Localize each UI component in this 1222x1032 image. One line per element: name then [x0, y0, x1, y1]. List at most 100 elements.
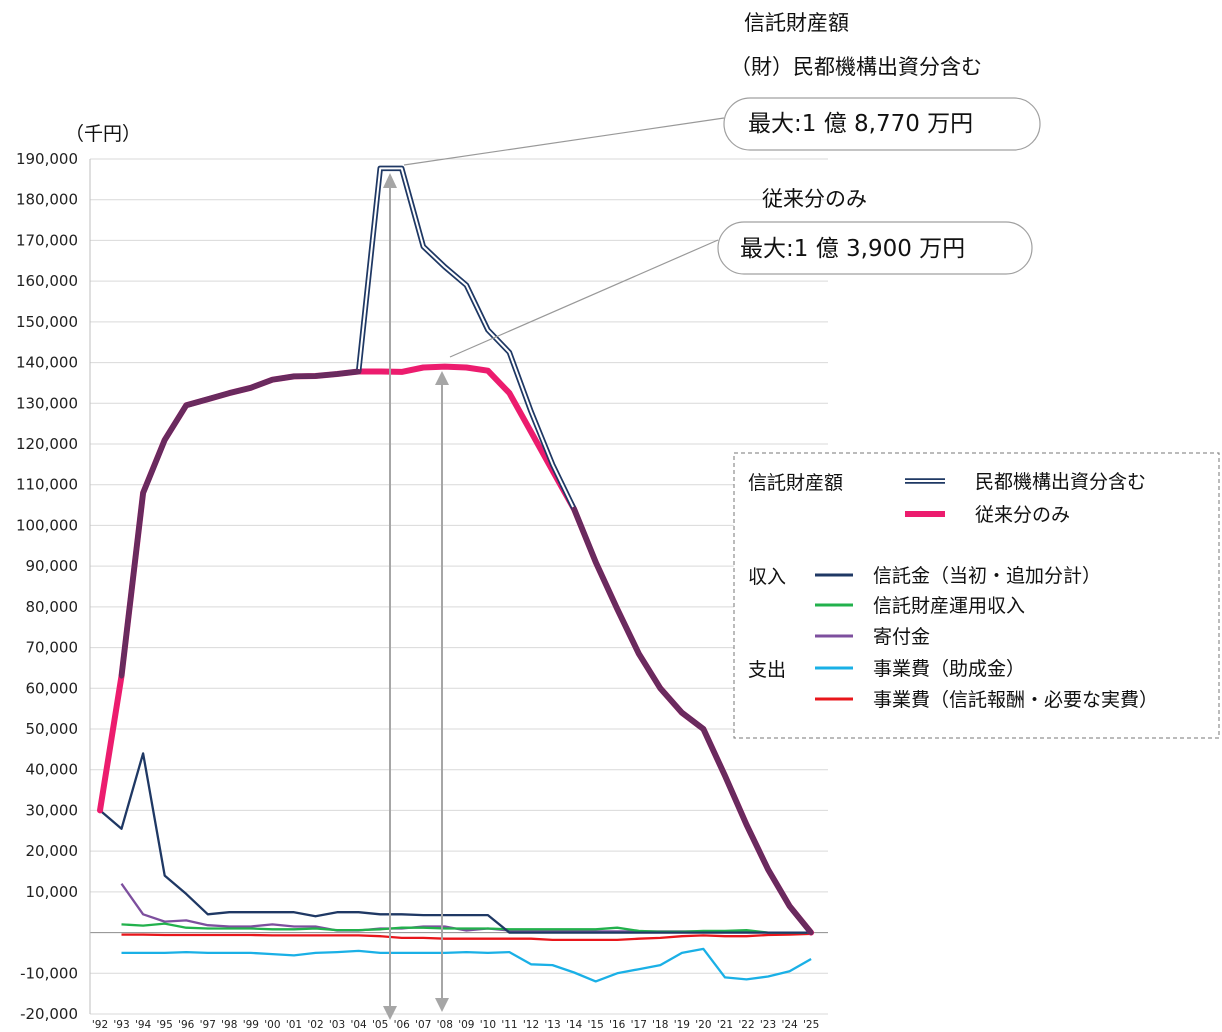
series-3: [121, 922, 812, 934]
y-tick-label: 20,000: [26, 842, 79, 860]
overlap-segment: [571, 506, 599, 565]
overlap-segment: [614, 606, 642, 657]
top-header-1: 信託財産額: [744, 11, 849, 35]
callout-leader-base: [449, 239, 719, 358]
x-tick-label: '97: [200, 1019, 216, 1031]
x-tick-label: '01: [286, 1019, 302, 1031]
overlap-segment: [313, 371, 340, 379]
overlap-segment: [722, 773, 749, 828]
callout-box-base: [717, 221, 1033, 275]
x-tick-label: '23: [760, 1019, 776, 1031]
series-overlap: [119, 369, 814, 936]
overlap-segment: [636, 651, 663, 691]
legend-item: 従来分のみ: [905, 504, 1070, 526]
y-tick-label: 130,000: [16, 394, 78, 412]
x-tick-label: '08: [437, 1019, 453, 1031]
series-6: [121, 932, 812, 942]
series-line-all-outer: [118, 165, 814, 935]
legend-group-income: 収入: [748, 566, 786, 588]
y-tick-label: 50,000: [26, 720, 79, 738]
callout-box-all: [723, 97, 1041, 151]
legend-group-asset: 信託財産額: [748, 472, 843, 494]
series-line: [121, 922, 812, 934]
series-layer: [97, 165, 815, 983]
x-tick-label: '94: [135, 1019, 152, 1031]
series-0: [118, 165, 814, 935]
callout-max-base: 最大:1 億 3,900 万円: [740, 236, 965, 262]
x-tick-label: '14: [566, 1019, 583, 1031]
legend-label: 民都機構出資分含む: [975, 471, 1146, 493]
y-tick-label: 120,000: [16, 435, 78, 453]
y-tick-label: 70,000: [26, 639, 79, 657]
top-header-2: （財）民都機構出資分含む: [730, 55, 982, 79]
x-tick-label: '24: [781, 1019, 798, 1031]
overlap-segment: [162, 402, 189, 443]
legend-item: 寄付金: [815, 626, 930, 648]
y-tick-label: 80,000: [26, 598, 79, 616]
y-tick-label: 30,000: [26, 801, 79, 819]
x-tick-label: '99: [243, 1019, 259, 1031]
y-tick-label: 110,000: [16, 476, 78, 494]
x-tick-label: '07: [415, 1019, 431, 1031]
y-tick-label: 40,000: [26, 761, 79, 779]
overlap-segment: [744, 822, 771, 872]
legend-frame: [733, 452, 1220, 739]
x-tick-label: '92: [92, 1019, 108, 1031]
y-tick-label: 140,000: [16, 354, 78, 372]
x-tick-label: '18: [652, 1019, 668, 1031]
x-tick-label: '05: [372, 1019, 388, 1031]
series-line: [121, 932, 812, 942]
overlap-segment: [248, 377, 275, 391]
x-tick-label: '04: [350, 1019, 367, 1031]
x-tick-label: '16: [609, 1019, 626, 1031]
series-5: [121, 947, 812, 983]
y-tick-labels: -20,000 -10,000 10,000 20,000 30,000 40,000 50…: [16, 150, 78, 1023]
legend-item: 事業費（助成金）: [815, 658, 1025, 680]
y-tick-label: -20,000: [20, 1005, 78, 1023]
x-tick-label: '00: [264, 1019, 280, 1031]
y-tick-label: -10,000: [20, 964, 78, 982]
series-line: [121, 947, 812, 983]
series-line: [99, 752, 812, 934]
x-tick-label: '12: [523, 1019, 539, 1031]
x-tick-label: '09: [458, 1019, 474, 1031]
max-arrow-all: [383, 173, 397, 1020]
legend-label: 事業費（助成金）: [873, 658, 1025, 680]
legend-label: 事業費（信託報酬・必要な実費）: [873, 689, 1158, 711]
gridlines: [90, 158, 828, 1015]
legend-label: 信託財産運用収入: [873, 595, 1025, 617]
x-tick-label: '11: [501, 1019, 517, 1031]
y-tick-label: 190,000: [16, 150, 78, 168]
x-tick-label: '10: [480, 1019, 496, 1031]
overlap-segment: [700, 726, 728, 779]
x-tick-label: '02: [307, 1019, 323, 1031]
x-tick-label: '98: [221, 1019, 237, 1031]
overlap-segment: [765, 866, 793, 909]
y-axis-unit-label: （千円）: [65, 123, 141, 145]
x-tick-label: '06: [394, 1019, 411, 1031]
x-tick-label: '96: [178, 1019, 195, 1031]
y-tick-label: 180,000: [16, 191, 78, 209]
overlap-segment: [119, 490, 146, 679]
x-tick-label: '21: [717, 1019, 733, 1031]
y-tick-label: 60,000: [26, 679, 79, 697]
x-tick-label: '15: [588, 1019, 604, 1031]
y-tick-label: 100,000: [16, 516, 78, 534]
overlap-segment: [593, 559, 620, 612]
y-tick-label: 10,000: [26, 883, 79, 901]
x-tick-label: '95: [157, 1019, 173, 1031]
legend-label: 寄付金: [873, 626, 930, 648]
x-tick-labels: '92 '93 '94 '95 '96 '97 '98 '99 '00 '01 '02 '03 '04 '…: [92, 1019, 819, 1031]
series-4: [120, 883, 812, 934]
overlap-segment: [183, 396, 211, 408]
callout-max-all: 最大:1 億 8,770 万円: [748, 111, 973, 137]
y-tick-label: 160,000: [16, 272, 78, 290]
y-tick-label: 170,000: [16, 231, 78, 249]
overlap-segment: [269, 373, 297, 383]
x-tick-label: '20: [695, 1019, 711, 1031]
x-tick-label: '25: [803, 1019, 819, 1031]
overlap-segment: [226, 385, 254, 396]
overlap-segment: [205, 390, 232, 402]
